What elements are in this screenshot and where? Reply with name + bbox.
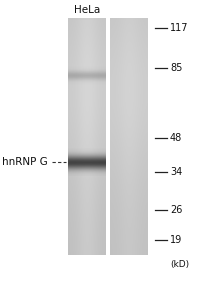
Text: (kD): (kD) <box>169 260 188 269</box>
Text: 48: 48 <box>169 133 181 143</box>
Text: 19: 19 <box>169 235 181 245</box>
Text: 117: 117 <box>169 23 188 33</box>
Text: hnRNP G: hnRNP G <box>2 157 47 167</box>
Text: 34: 34 <box>169 167 181 177</box>
Text: HeLa: HeLa <box>74 5 100 15</box>
Text: 26: 26 <box>169 205 181 215</box>
Text: 85: 85 <box>169 63 181 73</box>
